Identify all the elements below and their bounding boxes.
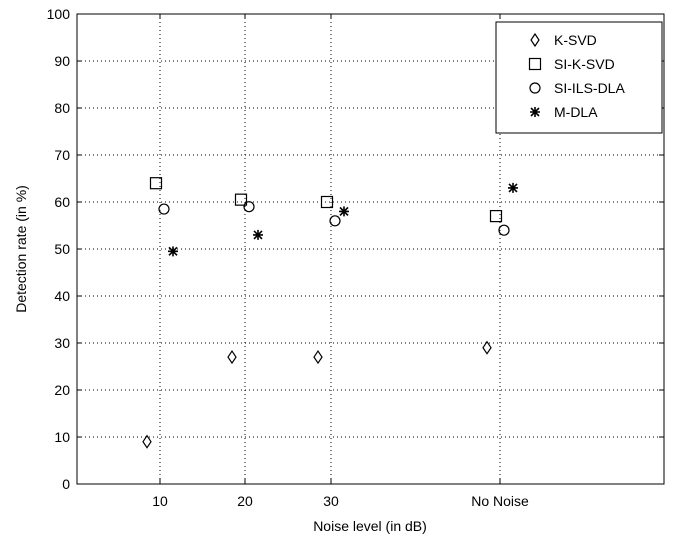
legend-label: K-SVD (554, 32, 597, 48)
data-point-k-svd (313, 350, 323, 365)
data-point-si-k-svd (149, 177, 163, 190)
data-point-si-k-svd (320, 195, 334, 209)
legend-marker-si-ils-dla (529, 82, 541, 94)
data-point-m-dla (253, 229, 263, 240)
y-tick-label: 20 (54, 382, 70, 398)
data-point-si-k-svd (489, 210, 503, 223)
y-axis-ticks: 0 10 20 30 40 50 60 70 80 90 100 (47, 6, 664, 492)
legend-marker-k-svd (530, 32, 540, 48)
legend-label: M-DLA (554, 104, 598, 120)
data-point-k-svd (482, 340, 492, 355)
y-tick-label: 90 (54, 53, 70, 69)
data-point-si-ils-dla (243, 201, 255, 213)
x-axis-ticks: 10 20 30 No Noise (152, 14, 529, 509)
y-tick-label: 30 (54, 335, 70, 351)
y-tick-label: 100 (47, 6, 71, 22)
data-point-si-ils-dla (498, 224, 510, 236)
data-point-m-dla (508, 182, 518, 193)
data-point-m-dla (168, 246, 178, 257)
data-points (142, 177, 518, 449)
data-point-si-ils-dla (329, 215, 341, 227)
data-point-k-svd (227, 350, 237, 365)
y-tick-label: 10 (54, 429, 70, 445)
y-tick-label: 70 (54, 147, 70, 163)
legend: K-SVD SI-K-SVD SI-ILS-DLA M-DLA (495, 21, 663, 134)
y-tick-label: 80 (54, 100, 70, 116)
y-tick-label: 0 (62, 476, 70, 492)
x-tick-label: 10 (152, 493, 168, 509)
y-tick-label: 60 (54, 194, 70, 210)
x-tick-label: No Noise (471, 493, 529, 509)
plot-frame (76, 13, 665, 485)
data-point-k-svd (142, 434, 152, 449)
legend-label: SI-K-SVD (554, 56, 615, 72)
x-tick-label: 30 (323, 493, 339, 509)
data-point-si-ils-dla (158, 203, 170, 215)
legend-label: SI-ILS-DLA (554, 80, 625, 96)
data-point-si-k-svd (234, 193, 248, 206)
y-axis-title: Detection rate (in %) (13, 185, 29, 313)
data-point-m-dla (339, 206, 349, 217)
legend-marker-si-k-svd (528, 57, 542, 71)
legend-box (495, 21, 663, 134)
legend-marker-m-dla (530, 107, 540, 117)
x-tick-label: 20 (237, 493, 253, 509)
x-axis-title: Noise level (in dB) (313, 518, 427, 534)
y-tick-label: 40 (54, 288, 70, 304)
y-tick-label: 50 (54, 241, 70, 257)
